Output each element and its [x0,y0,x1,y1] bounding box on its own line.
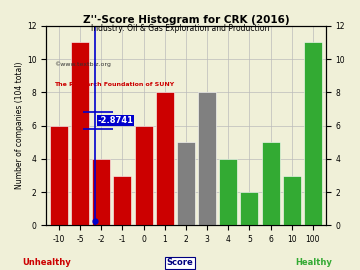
Bar [198,92,216,225]
Text: ©www.textbiz.org: ©www.textbiz.org [54,62,111,67]
Bar [156,92,174,225]
Bar [219,159,237,225]
Bar [113,176,131,225]
Bar [304,42,322,225]
Title: Z''-Score Histogram for CRK (2016): Z''-Score Histogram for CRK (2016) [82,15,289,25]
Bar [71,42,89,225]
Bar [92,159,110,225]
Bar [177,142,195,225]
Bar [283,176,301,225]
Bar [240,192,258,225]
Text: Healthy: Healthy [295,258,332,267]
Bar [262,142,280,225]
Text: Score: Score [167,258,193,267]
Y-axis label: Number of companies (104 total): Number of companies (104 total) [15,62,24,189]
Bar [50,126,68,225]
Text: The Research Foundation of SUNY: The Research Foundation of SUNY [54,82,175,87]
Text: Industry: Oil & Gas Exploration and Production: Industry: Oil & Gas Exploration and Prod… [91,24,269,33]
Text: Unhealthy: Unhealthy [22,258,71,267]
Bar [135,126,153,225]
Text: -2.8741: -2.8741 [98,116,134,125]
